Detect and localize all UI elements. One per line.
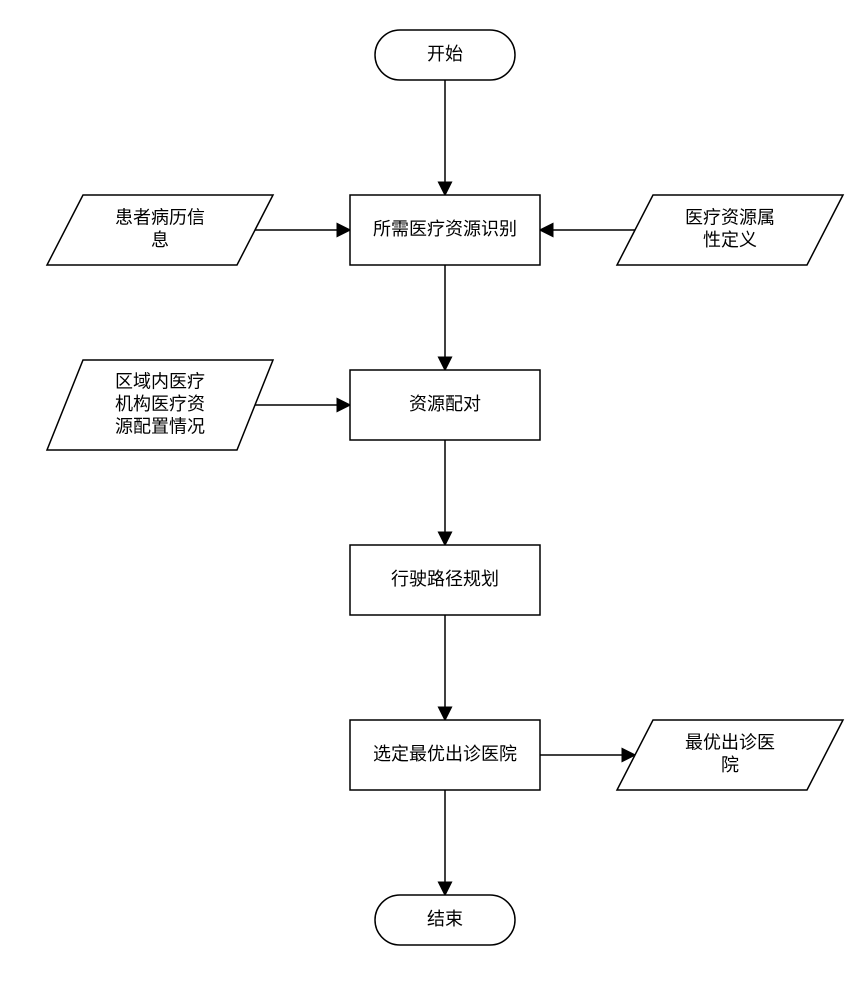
node-n2: 资源配对	[350, 370, 540, 440]
node-in_left1: 患者病历信息	[47, 195, 273, 265]
node-n2-label: 资源配对	[409, 394, 481, 414]
node-out_right-label: 院	[721, 755, 739, 775]
node-start-label: 开始	[427, 44, 463, 64]
node-n4-label: 选定最优出诊医院	[373, 744, 517, 764]
node-in_left2-label: 区域内医疗	[115, 371, 205, 391]
flowchart-canvas: 开始所需医疗资源识别 患者病历信息 医疗资源属性定义资源配对 区域内医疗机构医疗资源配…	[0, 0, 866, 1000]
node-in_left2-label: 机构医疗资	[115, 394, 205, 414]
node-end: 结束	[375, 895, 515, 945]
node-n1: 所需医疗资源识别	[350, 195, 540, 265]
node-in_right-label: 性定义	[703, 230, 757, 250]
node-in_left2-label: 源配置情况	[115, 416, 205, 436]
node-n3-label: 行驶路径规划	[391, 569, 499, 589]
node-out_right: 最优出诊医院	[617, 720, 843, 790]
node-in_right-label: 医疗资源属	[685, 208, 775, 228]
node-in_left2: 区域内医疗机构医疗资源配置情况	[47, 360, 273, 450]
node-end-label: 结束	[427, 909, 463, 929]
node-n1-label: 所需医疗资源识别	[373, 219, 517, 239]
node-n4: 选定最优出诊医院	[350, 720, 540, 790]
node-out_right-label: 最优出诊医	[685, 733, 775, 753]
node-n3: 行驶路径规划	[350, 545, 540, 615]
node-in_left1-label: 患者病历信	[115, 208, 205, 228]
node-in_right: 医疗资源属性定义	[617, 195, 843, 265]
node-in_left1-label: 息	[151, 230, 169, 250]
node-start: 开始	[375, 30, 515, 80]
